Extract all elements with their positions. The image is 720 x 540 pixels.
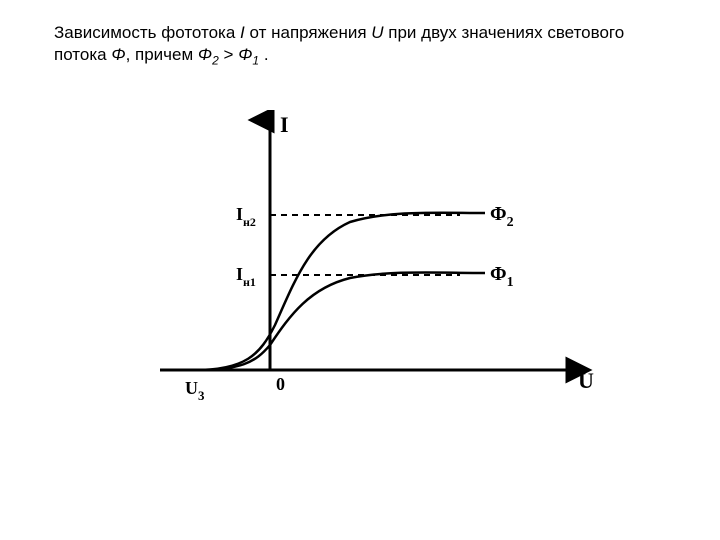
- caption-var-phi2: Φ: [198, 45, 212, 64]
- caption-text: , причем: [126, 45, 198, 64]
- caption-sub2: 2: [212, 53, 219, 67]
- caption-var-phi: Φ: [111, 45, 125, 64]
- phi1-label: Φ1: [490, 263, 514, 290]
- curve-phi2: [195, 213, 485, 370]
- u3-label: U3: [185, 378, 205, 403]
- svg-text:Iн2: Iн2: [236, 204, 256, 229]
- svg-text:Φ2: Φ2: [490, 203, 514, 230]
- chart-svg: I U 0 U3 Iн2 Iн1 Φ2 Φ1: [140, 110, 600, 450]
- svg-text:Φ1: Φ1: [490, 263, 514, 290]
- x-axis-label: U: [578, 368, 594, 393]
- caption-text: при двух значениях светового: [384, 23, 625, 42]
- caption-text: потока: [54, 45, 111, 64]
- y-axis-label: I: [280, 112, 289, 137]
- caption-var-u: U: [371, 23, 383, 42]
- phi2-label: Φ2: [490, 203, 514, 230]
- iv-chart: I U 0 U3 Iн2 Iн1 Φ2 Φ1: [140, 110, 600, 450]
- caption-text: Зависимость фототока: [54, 23, 240, 42]
- in1-label: Iн1: [236, 264, 256, 289]
- caption-text: от напряжения: [245, 23, 371, 42]
- caption-var-phi1: Φ: [238, 45, 252, 64]
- origin-label: 0: [276, 374, 285, 394]
- caption-gt: >: [219, 45, 238, 64]
- curve-phi1: [195, 272, 485, 370]
- figure-caption: Зависимость фототока I от напряжения U п…: [54, 22, 664, 69]
- in2-label: Iн2: [236, 204, 256, 229]
- svg-text:U3: U3: [185, 378, 205, 403]
- caption-end: .: [259, 45, 268, 64]
- svg-text:Iн1: Iн1: [236, 264, 256, 289]
